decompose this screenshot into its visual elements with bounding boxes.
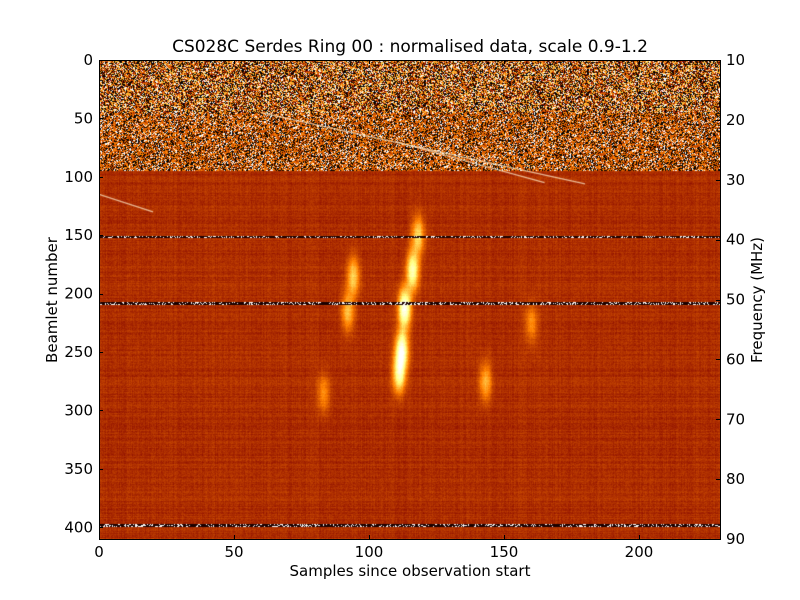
y2-tick-label: 60 (726, 350, 745, 368)
y2-tick-label: 20 (726, 111, 745, 129)
y2-axis-label: Frequency (MHz) (748, 237, 766, 363)
x-tick-label: 150 (490, 543, 519, 561)
x-tick-label: 100 (355, 543, 384, 561)
y-tick-label: 50 (74, 109, 93, 127)
heatmap-image (99, 60, 720, 539)
x-tick-label: 50 (224, 543, 243, 561)
x-tick-label: 200 (625, 543, 654, 561)
y2-tick-label: 10 (726, 51, 745, 69)
y2-tick-label: 90 (726, 530, 745, 548)
y-tick-label: 100 (64, 168, 93, 186)
y-tick-label: 0 (83, 51, 93, 69)
x-axis-label: Samples since observation start (290, 562, 531, 580)
y2-tick-label: 70 (726, 410, 745, 428)
x-tick-label: 0 (94, 543, 104, 561)
y-tick-label: 400 (64, 518, 93, 536)
y2-tick-label: 80 (726, 470, 745, 488)
y-tick-label: 250 (64, 343, 93, 361)
y-tick-label: 200 (64, 285, 93, 303)
y-axis-label: Beamlet number (43, 236, 61, 363)
x-axis-ticks: 0 50 100 150 200 (94, 543, 653, 561)
y2-tick-label: 40 (726, 231, 745, 249)
y-tick-label: 350 (64, 460, 93, 478)
y2-tick-label: 50 (726, 291, 745, 309)
y2-tick-label: 30 (726, 171, 745, 189)
y-tick-label: 300 (64, 401, 93, 419)
y2-axis-ticks: 10 20 30 40 50 60 70 80 90 (726, 51, 745, 548)
chart-title: CS028C Serdes Ring 00 : normalised data,… (172, 37, 648, 57)
y-tick-label: 150 (64, 226, 93, 244)
y-axis-ticks: 0 50 100 150 200 250 300 350 400 (64, 51, 93, 536)
